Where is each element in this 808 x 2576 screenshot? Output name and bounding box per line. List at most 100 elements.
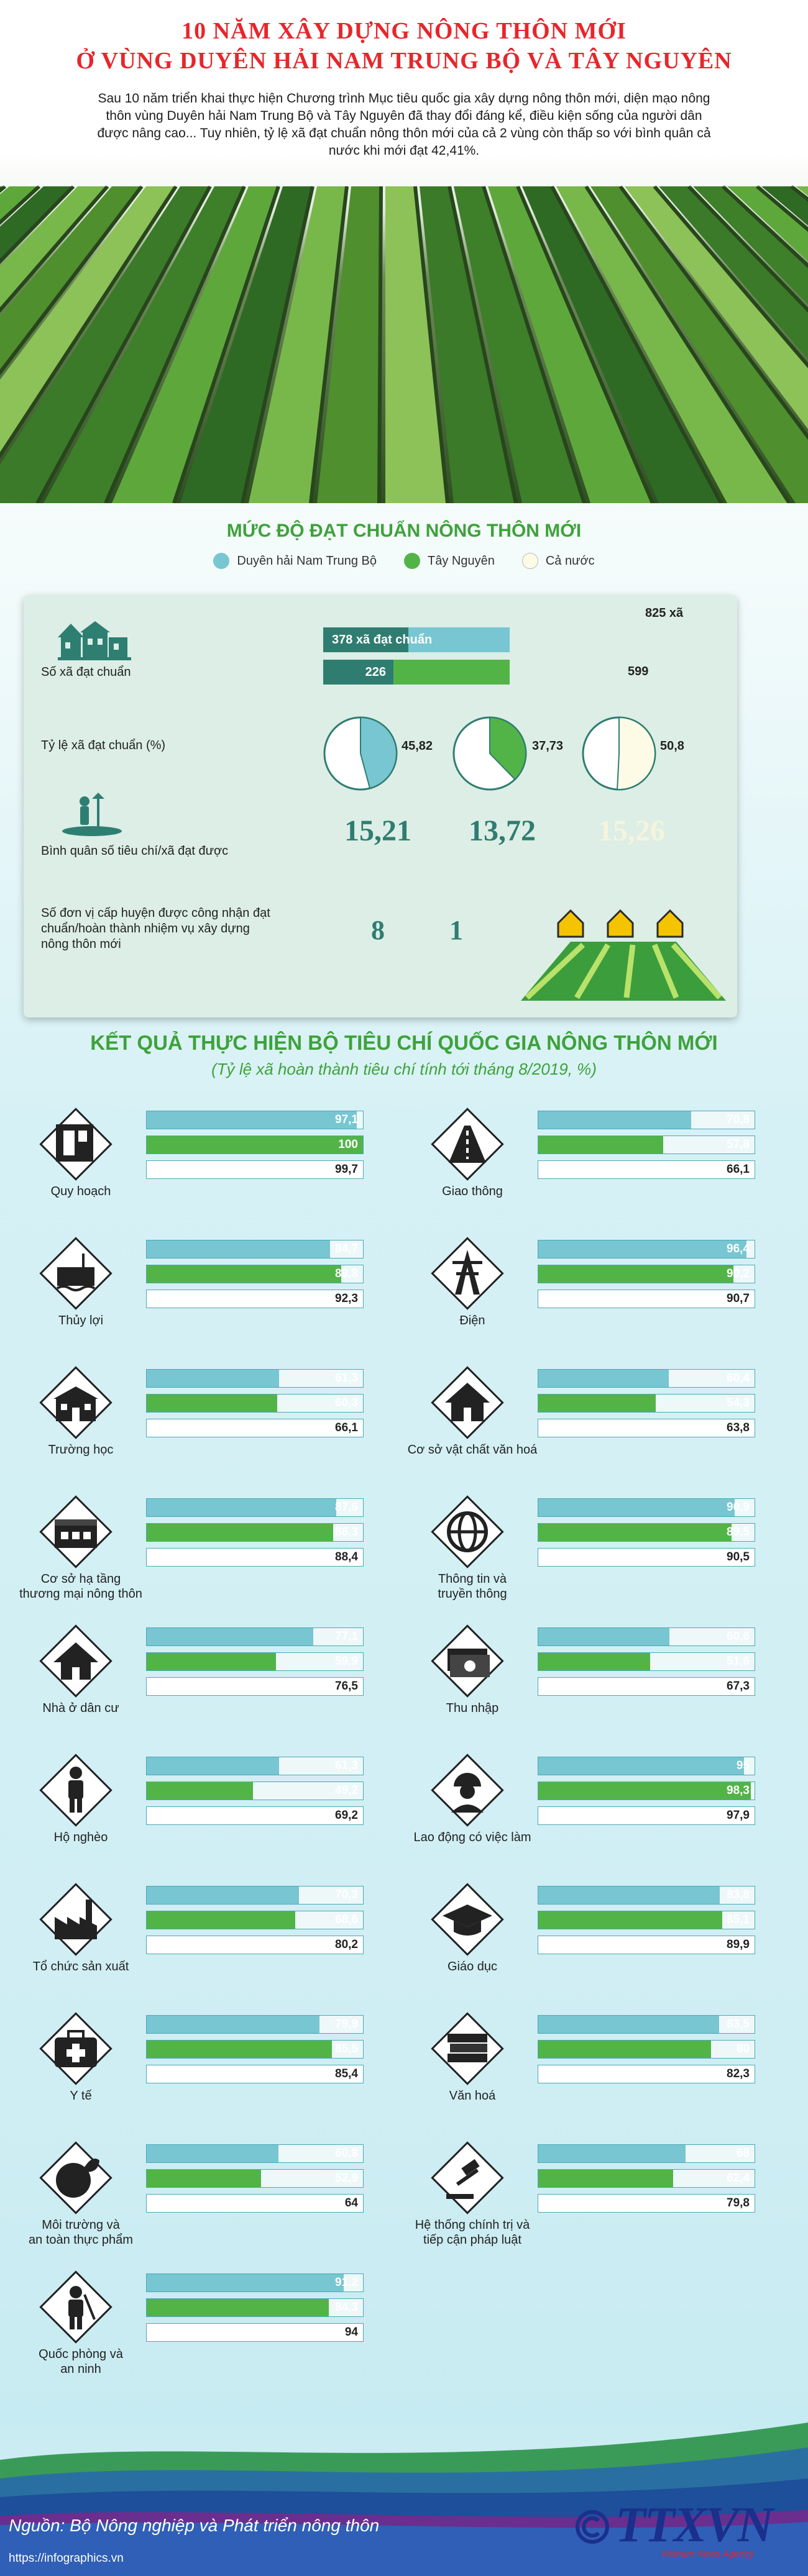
criterion-label-line: Quy hoạch <box>50 1185 111 1198</box>
criterion-label: Thông tin và truyền thông <box>404 1572 541 1601</box>
bar-value: 85,4 <box>335 2067 358 2080</box>
criterion-bar-ca-nuoc: 64 <box>146 2194 364 2213</box>
bar-fill <box>538 1499 735 1516</box>
bar-fill <box>147 1111 357 1129</box>
criterion-label-line: Cơ sở hạ tầng <box>40 1572 121 1586</box>
criterion-label: Thủy lợi <box>12 1313 149 1328</box>
bar-fill <box>147 1136 363 1154</box>
field-stripe <box>420 186 516 503</box>
bar-value: 88,4 <box>335 1550 358 1563</box>
bar-value: 83,8 <box>727 1888 750 1901</box>
bar-value: 90,2 <box>727 1267 750 1280</box>
criterion-bar-ca-nuoc: 80,2 <box>146 1936 364 1954</box>
criterion-bar-tay-nguyen: 85,5 <box>146 2040 364 2059</box>
pie-tay-nguyen-slice <box>489 716 526 781</box>
criterion-bar-duyen-hai: 87,6 <box>146 1498 364 1517</box>
house-icon <box>39 1624 112 1698</box>
bar-fill <box>147 2065 332 2083</box>
criteria-section-title: KẾT QUẢ THỰC HIỆN BỘ TIÊU CHÍ QUỐC GIA N… <box>90 1031 718 1054</box>
bar-value: 70,8 <box>727 1113 750 1126</box>
source-url[interactable]: https://infographics.vn <box>9 2552 124 2565</box>
village-fields-icon <box>521 909 726 1001</box>
bar-fill <box>538 1395 656 1412</box>
justice-icon <box>431 2141 504 2214</box>
criterion-bar-duyen-hai: 70,8 <box>538 1111 755 1129</box>
bar-fill <box>538 1161 682 1178</box>
criterion-label-line: Tổ chức sản xuất <box>32 1960 129 1973</box>
criterion-label-line: Điện <box>459 1314 485 1327</box>
bar-total-label: 599 <box>628 665 649 678</box>
criterion-label-line: Hộ nghèo <box>53 1831 108 1844</box>
bar-value: 60,3 <box>335 1396 358 1409</box>
legend-item-duyen-hai: Duyên hải Nam Trung Bộ <box>213 553 377 569</box>
tree-line <box>0 185 144 376</box>
books-icon <box>431 2012 504 2085</box>
bar-value: 51,6 <box>727 1655 750 1668</box>
criterion-bar-tay-nguyen: 57,8 <box>538 1136 755 1154</box>
field-stripe <box>625 186 808 429</box>
legend: Duyên hải Nam Trung Bộ Tây Nguyên Cả nướ… <box>0 553 808 569</box>
bar-label: 226 <box>365 665 386 679</box>
criterion-bar-ca-nuoc: 76,5 <box>146 1677 364 1696</box>
criterion-bar-tay-nguyen: 52,9 <box>146 2169 364 2188</box>
bar-fill <box>538 1549 734 1566</box>
pie-label-duyen-hai: 45,82 <box>402 739 433 753</box>
criterion-label: Y tế <box>12 2088 149 2103</box>
tree-line <box>448 186 518 503</box>
bar-value: 69,2 <box>335 1809 358 1822</box>
criterion-bar-ca-nuoc: 89,9 <box>538 1936 755 1954</box>
bar-value: 79,9 <box>335 2018 358 2031</box>
field-stripe <box>659 186 808 360</box>
bar-value: 89,8 <box>335 1267 358 1280</box>
bar-fill <box>538 1653 650 1670</box>
field-stripe <box>727 186 808 262</box>
criterion-label-line: Trường học <box>48 1443 114 1457</box>
so-xa-label: Số xã đạt chuẩn <box>41 665 131 679</box>
tree-line <box>377 186 383 503</box>
medical-kit-icon <box>39 2012 112 2085</box>
bar-label: 378 xã đạt chuẩn <box>332 632 433 647</box>
criterion-bar-ca-nuoc: 97,9 <box>538 1806 755 1825</box>
field-stripe <box>249 186 347 503</box>
bar-fill <box>147 1757 280 1775</box>
hero-banner: 10 NĂM XÂY DỰNG NÔNG THÔN MỚI Ở VÙNG DUY… <box>0 0 808 503</box>
pie-duyen-hai-slice <box>360 716 397 790</box>
tree-line <box>104 185 246 503</box>
bar-value: 77,1 <box>335 1630 358 1643</box>
criterion-bar-ca-nuoc: 66,1 <box>146 1419 364 1437</box>
legend-item-ca-nuoc: Cả nước <box>521 553 595 569</box>
bar-value: 90,9 <box>727 1501 750 1514</box>
bar-fill <box>147 2324 351 2341</box>
bar-fill <box>538 1370 669 1387</box>
bar-fill <box>147 2299 329 2316</box>
tree-line <box>618 185 808 440</box>
bar-fill <box>147 2274 344 2292</box>
criterion-bar-tay-nguyen: 62,4 <box>538 2169 755 2188</box>
field-stripe <box>385 186 448 503</box>
tree-line <box>584 185 791 503</box>
field-stripe <box>180 186 313 503</box>
bar-value: 94 <box>344 2326 358 2339</box>
bar-value: 60,4 <box>727 1372 750 1385</box>
criterion-bar-tay-nguyen: 89,8 <box>146 1265 364 1283</box>
bar-fill <box>538 1886 720 1904</box>
bar-fill <box>538 1782 751 1800</box>
bar-fill <box>147 1524 334 1541</box>
criterion-bar-tay-nguyen: 60,3 <box>146 1394 364 1413</box>
bar-fill <box>538 1290 735 1308</box>
criterion-label: Trường học <box>12 1442 149 1457</box>
criterion-bar-tay-nguyen: 90,2 <box>538 1265 755 1283</box>
criterion-label-line: Thông tin và <box>438 1572 507 1586</box>
bar-value: 70,3 <box>335 1888 358 1901</box>
field-stripe <box>454 186 584 503</box>
page-title-line-1: 10 NĂM XÂY DỰNG NÔNG THÔN MỚI <box>181 18 627 44</box>
criterion-label-line: tiếp cận pháp luật <box>423 2233 521 2247</box>
bar-fill <box>538 2065 717 2083</box>
bar-duyen-hai-dat-chuan: 378 xã đạt chuẩn <box>323 627 432 652</box>
bar-value: 82,3 <box>727 2067 750 2080</box>
worker-icon <box>431 1754 504 1827</box>
bar-value: 98,3 <box>727 1784 750 1797</box>
bar-value: 63,8 <box>727 1421 750 1434</box>
bar-fill <box>147 2145 278 2162</box>
criterion-bar-tay-nguyen: 86,3 <box>146 1523 364 1542</box>
